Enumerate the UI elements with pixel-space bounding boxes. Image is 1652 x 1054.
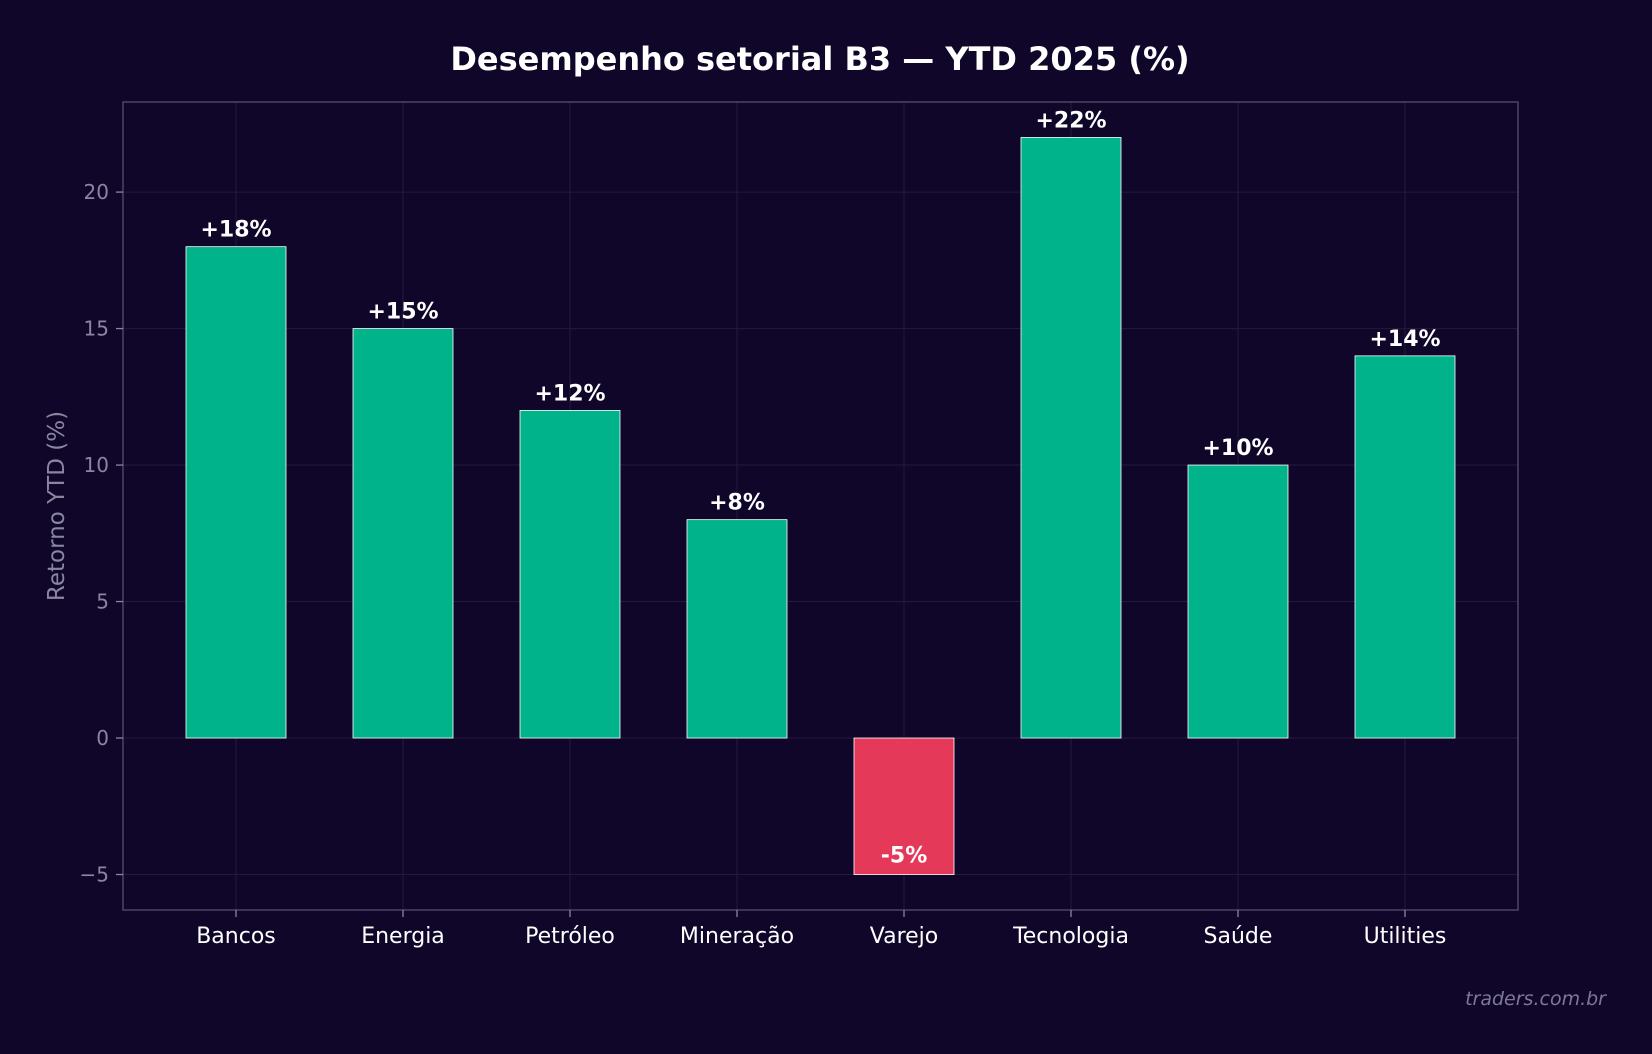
- watermark: traders.com.br: [1465, 988, 1607, 1010]
- y-tick-label: 15: [84, 317, 109, 341]
- plot-frame: [122, 101, 1519, 911]
- y-tick-label: −5: [80, 863, 109, 887]
- bar-varejo: [853, 737, 955, 875]
- data-label: +14%: [1369, 327, 1440, 352]
- x-tick-label: Tecnologia: [1012, 924, 1129, 949]
- x-tick-label: Petróleo: [525, 924, 615, 949]
- bars: [185, 137, 1456, 875]
- y-tick-label: 5: [96, 590, 109, 614]
- x-tick-label: Utilities: [1364, 924, 1447, 949]
- bar-energia: [352, 328, 454, 739]
- x-tick-label: Saúde: [1204, 924, 1273, 949]
- bar-saúde: [1187, 464, 1289, 739]
- data-label: +22%: [1035, 108, 1106, 133]
- data-label: +15%: [367, 300, 438, 325]
- bar-mineração: [686, 519, 788, 739]
- data-label: +10%: [1202, 436, 1273, 461]
- axis-ticks: −5 0 5 10 15 20 Bancos Energia Petróleo Mineração…: [80, 180, 1447, 949]
- x-tick-label: Mineração: [680, 924, 794, 949]
- data-label: +18%: [200, 218, 271, 243]
- y-tick-label: 0: [96, 726, 109, 750]
- y-tick-label: 20: [84, 180, 109, 204]
- chart-title: Desempenho setorial B3 — YTD 2025 (%): [450, 40, 1189, 78]
- data-label: -5%: [881, 844, 927, 869]
- x-tick-label: Bancos: [196, 924, 276, 949]
- bar-petróleo: [519, 410, 621, 739]
- x-tick-label: Energia: [361, 924, 445, 949]
- bar-tecnologia: [1020, 137, 1122, 739]
- x-tick-label: Varejo: [870, 924, 939, 949]
- data-labels: +18% +15% +12% +8% -5% +22% +10% +14%: [200, 108, 1440, 868]
- data-label: +8%: [709, 491, 765, 516]
- bar-bancos: [185, 246, 287, 739]
- data-label: +12%: [534, 381, 605, 406]
- y-axis-label: Retorno YTD (%): [44, 411, 70, 601]
- bar-utilities: [1354, 355, 1456, 739]
- y-tick-label: 10: [84, 453, 109, 477]
